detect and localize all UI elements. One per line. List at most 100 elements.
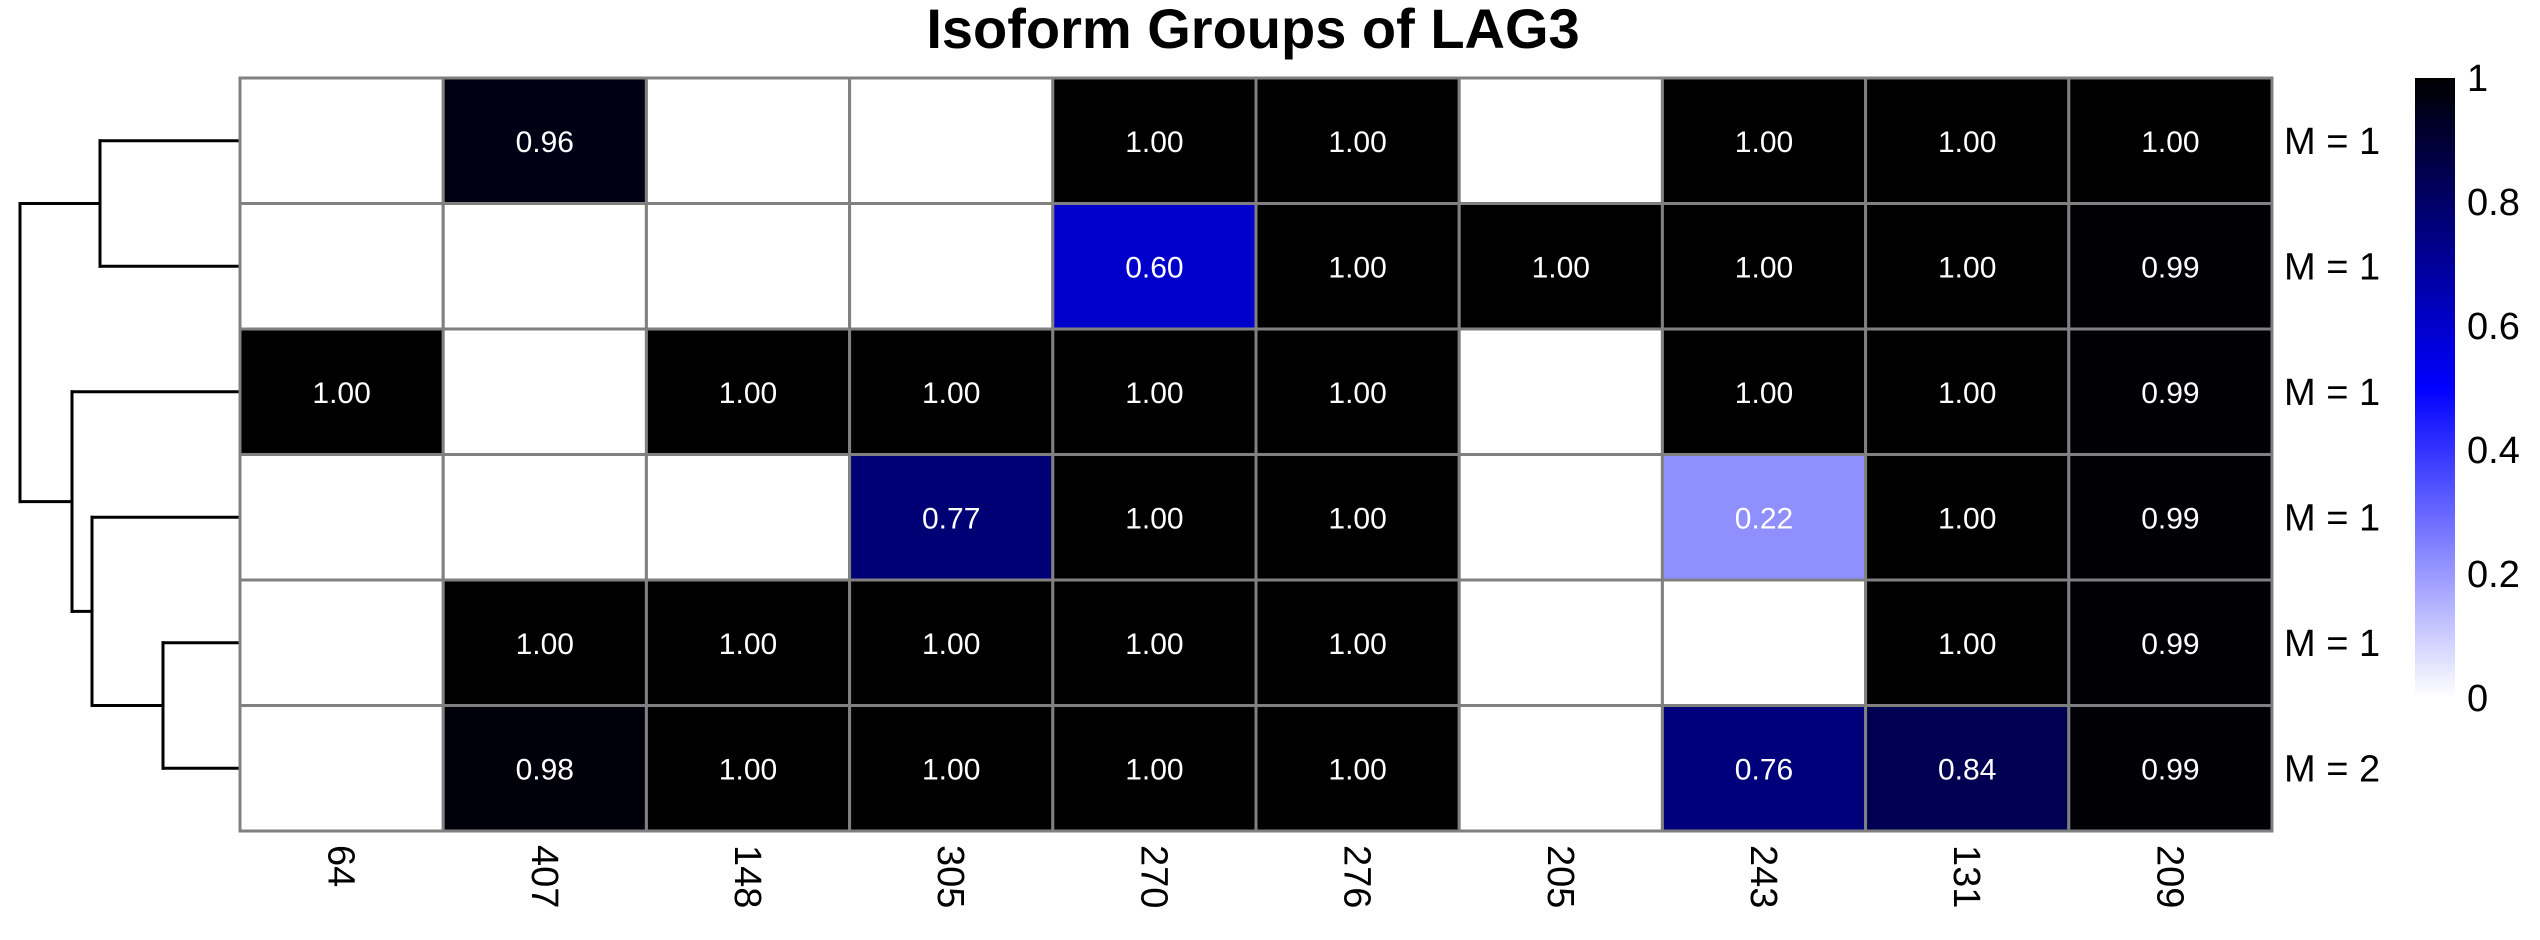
- cell-value-label: 0.77: [922, 502, 980, 535]
- cell-value-label: 1.00: [719, 628, 777, 661]
- cell-value-label: 1.00: [1938, 502, 1996, 535]
- column-label: 131: [1945, 845, 1987, 908]
- column-label: 407: [523, 845, 565, 908]
- legend-color-bar: [2415, 78, 2455, 698]
- column-label: 209: [2148, 845, 2190, 908]
- cell-value-label: 1.00: [719, 377, 777, 410]
- column-label: 64: [320, 845, 362, 887]
- heatmap-cell: [2067, 327, 2274, 456]
- cell-value-label: 1.00: [922, 753, 980, 786]
- heatmap-cell: [1660, 704, 1868, 833]
- cell-value-label: 1.00: [1125, 753, 1183, 786]
- column-label: 205: [1539, 845, 1581, 908]
- cell-value-label: 1.00: [1938, 628, 1996, 661]
- cell-value-label: 1.00: [1735, 251, 1793, 284]
- row-label: M = 1: [2284, 246, 2380, 288]
- heatmap-cell: [1051, 578, 1258, 707]
- cell-value-label: 1.00: [1328, 377, 1386, 410]
- cell-value-label: 1.00: [1938, 377, 1996, 410]
- cell-value-label: 1.00: [1125, 502, 1183, 535]
- cell-value-label: 0.99: [2141, 251, 2199, 284]
- cell-value-label: 1.00: [1532, 251, 1590, 284]
- heatmap-cell: [1051, 704, 1258, 833]
- heatmap-cell: [1254, 453, 1461, 582]
- heatmap-cell: [1660, 453, 1868, 582]
- row-label: M = 2: [2284, 748, 2380, 790]
- row-dendrogram: [18, 139, 239, 770]
- heatmap-cell: [644, 202, 852, 331]
- column-label: 276: [1336, 845, 1378, 908]
- column-label: 305: [929, 845, 971, 908]
- cell-value-label: 1.00: [922, 628, 980, 661]
- heatmap-cell: [848, 327, 1055, 456]
- cell-value-label: 1.00: [312, 377, 370, 410]
- heatmap-cell: [1660, 76, 1868, 205]
- heatmap-cell: [238, 704, 445, 833]
- heatmap-cell: [238, 327, 445, 456]
- heatmap-cell: [1457, 202, 1664, 331]
- cell-value-label: 1.00: [2141, 126, 2199, 159]
- cell-value-label: 1.00: [1328, 126, 1386, 159]
- cell-value-label: 1.00: [1735, 126, 1793, 159]
- heatmap-cell: [441, 76, 648, 205]
- row-labels: M = 1 M = 1 M = 1 M = 1 M = 1 M = 2: [2284, 121, 2380, 791]
- cell-value-label: 1.00: [1938, 126, 1996, 159]
- heatmap-cells: 0.96 1.00 1.00 1.00 1.00 1.00 0.60 1.00 1.00 1.00…: [238, 76, 2274, 833]
- heatmap-cell: [238, 578, 445, 707]
- heatmap-cell: [1254, 327, 1461, 456]
- legend-tick-label: 1: [2467, 58, 2488, 100]
- heatmap-cell: [1457, 76, 1664, 205]
- heatmap-cell: [1457, 453, 1664, 582]
- cell-value-label: 0.96: [516, 126, 574, 159]
- heatmap-cell: [441, 453, 648, 582]
- heatmap-cell: [238, 453, 445, 582]
- heatmap-cell: [1254, 704, 1461, 833]
- heatmap-cell: [238, 202, 445, 331]
- cell-value-label: 0.84: [1938, 753, 1996, 786]
- cell-value-label: 0.99: [2141, 628, 2199, 661]
- cell-value-label: 1.00: [922, 377, 980, 410]
- legend-tick-label: 0.6: [2467, 306, 2520, 348]
- cell-value-label: 0.99: [2141, 753, 2199, 786]
- heatmap-cell: [848, 202, 1055, 331]
- cell-value-label: 1.00: [1125, 628, 1183, 661]
- row-label: M = 1: [2284, 623, 2380, 665]
- heatmap-cell: [2067, 453, 2274, 582]
- cell-value-label: 1.00: [1125, 126, 1183, 159]
- heatmap-cell: [644, 76, 852, 205]
- heatmap-cell: [1864, 202, 2071, 331]
- legend-tick-label: 0: [2467, 678, 2488, 720]
- cell-value-label: 1.00: [1125, 377, 1183, 410]
- heatmap-cell: [2067, 578, 2274, 707]
- heatmap-cell: [1864, 578, 2071, 707]
- cell-value-label: 1.00: [719, 753, 777, 786]
- column-label: 243: [1742, 845, 1784, 908]
- cell-value-label: 1.00: [1328, 628, 1386, 661]
- heatmap-cell: [1864, 327, 2071, 456]
- column-label: 148: [726, 845, 768, 908]
- cell-value-label: 0.60: [1125, 251, 1183, 284]
- heatmap-cell: [441, 327, 648, 456]
- heatmap-cell: [2067, 704, 2274, 833]
- heatmap-cell: [1254, 202, 1461, 331]
- cell-value-label: 0.98: [516, 753, 574, 786]
- heatmap-cell: [644, 327, 852, 456]
- heatmap-cell: [644, 704, 852, 833]
- cell-value-label: 0.22: [1735, 502, 1793, 535]
- heatmap-cell: [1660, 327, 1868, 456]
- row-label: M = 1: [2284, 121, 2380, 163]
- cell-value-label: 1.00: [1328, 251, 1386, 284]
- cell-value-label: 1.00: [516, 628, 574, 661]
- heatmap-cell: [1457, 704, 1664, 833]
- heatmap-cell: [441, 578, 648, 707]
- legend-tick-label: 0.4: [2467, 430, 2520, 472]
- column-labels: 64 407 148 305 270 276 205 243 131 209: [320, 845, 2191, 908]
- legend-tick-label: 0.8: [2467, 182, 2520, 224]
- chart-title: Isoform Groups of LAG3: [926, 0, 1579, 60]
- legend-tick-label: 0.2: [2467, 554, 2520, 596]
- heatmap-cell: [1660, 578, 1868, 707]
- row-label: M = 1: [2284, 497, 2380, 539]
- heatmap-cell: [848, 453, 1055, 582]
- heatmap-cell: [1254, 76, 1461, 205]
